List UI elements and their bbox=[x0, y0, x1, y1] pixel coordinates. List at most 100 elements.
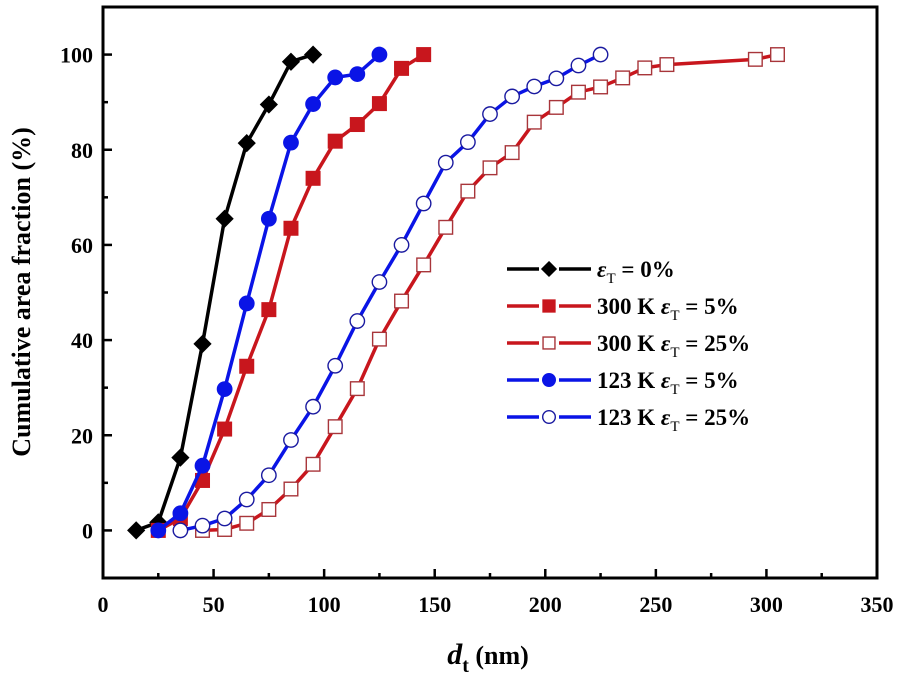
legend: εT = 0%300 K εT = 5%300 K εT = 25%123 K … bbox=[507, 257, 750, 435]
y-tick-label: 40 bbox=[71, 328, 93, 353]
data-point bbox=[504, 145, 520, 161]
legend-symbol: ε bbox=[661, 368, 671, 393]
x-tick-label: 200 bbox=[529, 592, 562, 617]
data-point bbox=[283, 220, 299, 236]
y-tick-label: 100 bbox=[60, 43, 93, 68]
data-point bbox=[127, 521, 146, 540]
legend-subscript: T bbox=[606, 271, 615, 287]
data-point bbox=[216, 381, 233, 397]
data-point bbox=[238, 491, 255, 508]
x-tick-label: 300 bbox=[750, 592, 783, 617]
legend-label: 300 K εT = 5% bbox=[597, 294, 739, 324]
data-point bbox=[305, 170, 321, 186]
series-line bbox=[157, 53, 381, 532]
legend-item: 123 K εT = 25% bbox=[507, 405, 750, 435]
legend-symbol: ε bbox=[661, 294, 671, 319]
data-point bbox=[261, 501, 277, 517]
data-point bbox=[327, 419, 343, 435]
x-tick-label: 100 bbox=[308, 592, 341, 617]
data-point bbox=[393, 237, 410, 253]
legend-marker bbox=[542, 336, 556, 350]
data-point bbox=[305, 398, 321, 415]
data-point bbox=[150, 522, 167, 539]
data-point bbox=[416, 257, 432, 273]
legend-subscript: T bbox=[670, 382, 679, 398]
plot-frame bbox=[101, 5, 879, 580]
legend-marker bbox=[540, 260, 558, 278]
series-layer bbox=[127, 45, 785, 540]
data-point bbox=[526, 78, 543, 95]
legend-subscript: T bbox=[670, 308, 679, 324]
data-point bbox=[416, 47, 432, 63]
x-tick-label: 150 bbox=[418, 592, 451, 617]
data-point bbox=[238, 295, 255, 312]
legend-label: 300 K εT = 25% bbox=[597, 331, 750, 361]
legend-marker bbox=[542, 299, 556, 313]
data-point bbox=[283, 134, 299, 151]
data-point bbox=[526, 114, 542, 130]
data-point bbox=[371, 96, 387, 112]
data-point bbox=[637, 60, 653, 76]
data-point bbox=[215, 209, 234, 228]
data-point bbox=[193, 334, 212, 353]
legend-symbol: ε bbox=[661, 405, 671, 430]
legend-item: 123 K εT = 5% bbox=[507, 368, 739, 398]
legend-prefix: 300 K bbox=[597, 294, 661, 319]
x-axis-title-unit: (nm) bbox=[469, 641, 529, 670]
data-point bbox=[217, 421, 233, 437]
series-1 bbox=[150, 47, 432, 538]
legend-marker bbox=[542, 410, 557, 425]
axis-ticks: 0 50 100 150 200 250 300 350 0 20 40 60 80 100 bbox=[60, 43, 894, 617]
legend-item: εT = 0% bbox=[507, 257, 675, 287]
data-point bbox=[283, 481, 299, 497]
data-point bbox=[305, 96, 321, 112]
legend-suffix: = 5% bbox=[680, 294, 739, 319]
data-point bbox=[504, 88, 521, 105]
data-point bbox=[261, 302, 277, 318]
legend-suffix: = 0% bbox=[616, 257, 675, 282]
data-point bbox=[371, 331, 387, 347]
data-point bbox=[349, 66, 366, 82]
y-tick-label: 20 bbox=[71, 423, 93, 448]
legend-suffix: = 25% bbox=[680, 331, 751, 356]
x-axis-title-symbol: d bbox=[447, 638, 463, 671]
series-4 bbox=[172, 46, 609, 539]
legend-marker bbox=[542, 373, 557, 388]
data-point bbox=[303, 45, 323, 64]
data-point bbox=[659, 57, 675, 73]
data-point bbox=[172, 522, 189, 539]
data-point bbox=[327, 133, 343, 149]
data-point bbox=[172, 505, 189, 522]
x-axis-title: dt (nm) bbox=[447, 638, 529, 676]
data-point bbox=[349, 117, 365, 133]
x-tick-label: 350 bbox=[861, 592, 894, 617]
data-point bbox=[438, 219, 454, 235]
data-point bbox=[548, 70, 565, 87]
data-point bbox=[482, 160, 498, 176]
x-tick-label: 0 bbox=[98, 592, 109, 617]
data-point bbox=[194, 517, 211, 534]
data-point bbox=[349, 313, 366, 329]
data-point bbox=[259, 95, 278, 114]
y-tick-label: 80 bbox=[71, 138, 93, 163]
data-point bbox=[260, 210, 277, 227]
series-3 bbox=[150, 46, 388, 539]
data-point bbox=[482, 106, 498, 122]
data-point bbox=[769, 47, 785, 63]
data-point bbox=[371, 274, 388, 290]
data-point bbox=[415, 195, 432, 212]
legend-subscript: T bbox=[670, 345, 679, 361]
data-point bbox=[747, 51, 763, 67]
y-axis-title: Cumulative area fraction (%) bbox=[7, 127, 36, 457]
legend-label: 123 K εT = 5% bbox=[597, 368, 739, 398]
legend-suffix: = 5% bbox=[680, 368, 739, 393]
legend-label: εT = 0% bbox=[597, 257, 675, 287]
x-tick-label: 250 bbox=[639, 592, 672, 617]
data-point bbox=[394, 293, 410, 309]
legend-item: 300 K εT = 5% bbox=[507, 294, 739, 324]
data-point bbox=[570, 57, 587, 74]
data-point bbox=[459, 134, 476, 151]
legend-item: 300 K εT = 25% bbox=[507, 331, 750, 361]
data-point bbox=[283, 432, 299, 448]
legend-prefix: 123 K bbox=[597, 368, 661, 393]
